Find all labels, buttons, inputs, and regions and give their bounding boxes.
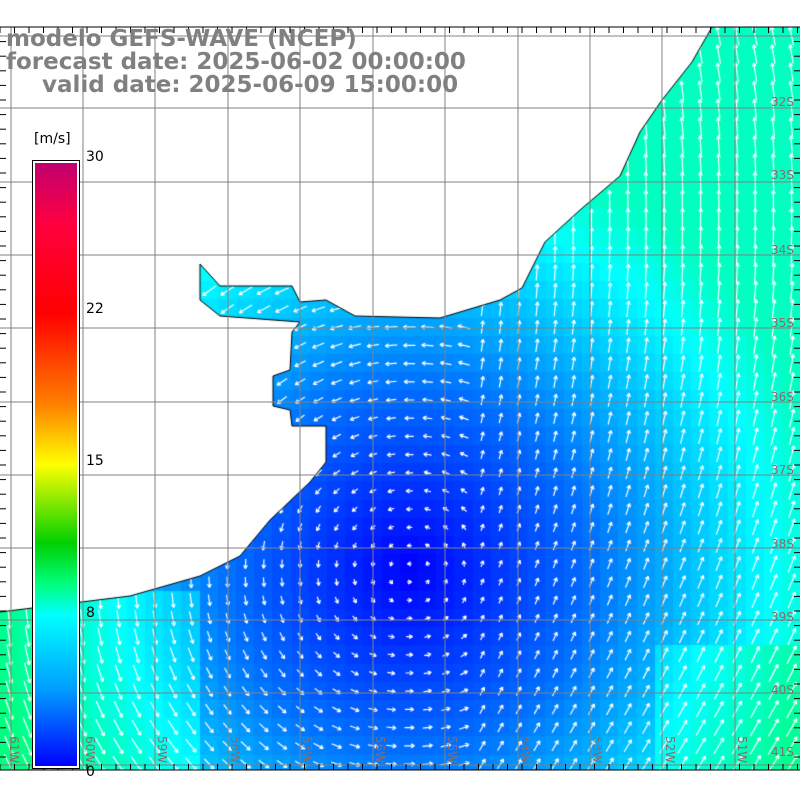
- latitude-label: 35S: [771, 316, 794, 330]
- latitude-label: 33S: [771, 168, 794, 182]
- colorbar-gradient: [35, 163, 77, 766]
- longitude-label: 54W: [518, 736, 532, 764]
- latitude-label: 34S: [771, 243, 794, 257]
- colorbar-unit: [m/s]: [34, 131, 71, 147]
- longitude-label: 56W: [373, 736, 387, 764]
- latitude-label: 41S: [771, 745, 794, 759]
- latitude-label: 37S: [771, 463, 794, 477]
- longitude-label: 55W: [445, 736, 459, 764]
- latitude-label: 39S: [771, 610, 794, 624]
- longitude-label: 58W: [228, 736, 242, 764]
- colorbar: [32, 160, 80, 769]
- longitude-label: 51W: [735, 736, 749, 764]
- colorbar-tick: 8: [86, 605, 95, 621]
- longitude-label: 53W: [590, 736, 604, 764]
- forecast-date: forecast date: 2025-06-02 00:00:00: [6, 49, 466, 75]
- latitude-label: 40S: [771, 683, 794, 697]
- colorbar-tick: 30: [86, 149, 104, 165]
- colorbar-tick: 15: [86, 453, 104, 469]
- latitude-label: 36S: [771, 390, 794, 404]
- longitude-label: 57W: [300, 736, 314, 764]
- colorbar-tick: 22: [86, 301, 104, 317]
- longitude-label: 61W: [7, 736, 21, 764]
- longitude-label: 52W: [663, 736, 677, 764]
- valid-date: valid date: 2025-06-09 15:00:00: [42, 72, 459, 98]
- latitude-label: 38S: [771, 537, 794, 551]
- latitude-label: 32S: [771, 95, 794, 109]
- longitude-label: 59W: [155, 736, 169, 764]
- longitude-label: 60W: [83, 736, 97, 764]
- model-title: modelo GEFS-WAVE (NCEP): [6, 26, 357, 52]
- colorbar-tick: 0: [86, 764, 95, 780]
